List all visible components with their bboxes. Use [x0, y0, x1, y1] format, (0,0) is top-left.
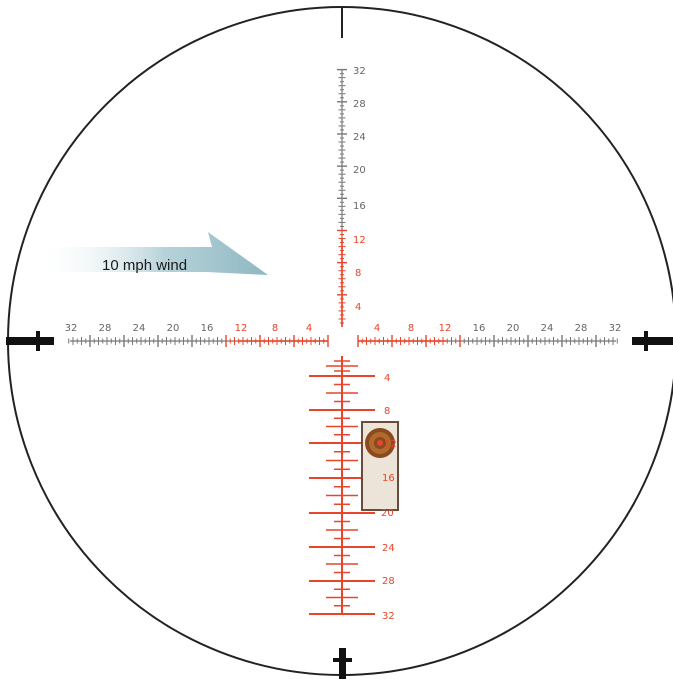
- v-label-28: 28: [353, 99, 366, 110]
- lower-label-20: 20: [381, 508, 394, 519]
- h-left-label-32: 32: [65, 323, 78, 334]
- h-left-label-28: 28: [99, 323, 112, 334]
- h-right-label-16: 16: [473, 323, 486, 334]
- horizontal-left-labels: 32 28 24 20 16 12 8 4: [65, 323, 313, 334]
- v-label-16: 16: [353, 201, 366, 212]
- horizontal-right-labels: 4 8 12 16 20 24 28 32: [374, 323, 622, 334]
- lower-holdover-scale: [309, 356, 375, 615]
- vertical-upper-scale: [337, 68, 347, 327]
- bottom-post: [333, 648, 352, 679]
- lower-label-8: 8: [384, 406, 390, 417]
- h-right-label-20: 20: [507, 323, 520, 334]
- h-left-label-8: 8: [272, 323, 278, 334]
- h-right-label-12: 12: [439, 323, 452, 334]
- h-left-label-4: 4: [306, 323, 312, 334]
- v-label-20: 20: [353, 165, 366, 176]
- lower-holdover-labels: 4 8 12 16 20 24 28 32: [381, 373, 397, 622]
- lower-label-32: 32: [382, 611, 395, 622]
- left-post: [6, 331, 54, 351]
- lower-label-16: 16: [382, 473, 395, 484]
- h-left-label-16: 16: [201, 323, 214, 334]
- h-left-label-20: 20: [167, 323, 180, 334]
- h-right-label-8: 8: [408, 323, 414, 334]
- target-icon: [361, 421, 399, 511]
- lower-label-4: 4: [384, 373, 390, 384]
- h-left-label-12: 12: [235, 323, 248, 334]
- vertical-upper-labels: 32 28 24 20 16 12 8 4: [353, 66, 366, 313]
- v-label-24: 24: [353, 132, 366, 143]
- lower-label-24: 24: [382, 543, 395, 554]
- h-right-label-4: 4: [374, 323, 380, 334]
- v-label-32: 32: [353, 66, 366, 77]
- v-label-12: 12: [353, 235, 366, 246]
- horizontal-scale: [68, 335, 618, 347]
- h-right-label-24: 24: [541, 323, 554, 334]
- h-right-label-28: 28: [575, 323, 588, 334]
- wind-label: 10 mph wind: [102, 257, 188, 274]
- h-left-label-24: 24: [133, 323, 146, 334]
- v-label-4: 4: [355, 302, 361, 313]
- wind-arrow-icon: [36, 232, 268, 275]
- h-right-label-32: 32: [609, 323, 622, 334]
- right-post: [632, 331, 673, 351]
- v-label-8: 8: [355, 268, 361, 279]
- lower-label-28: 28: [382, 576, 395, 587]
- lower-label-12: 12: [384, 439, 397, 450]
